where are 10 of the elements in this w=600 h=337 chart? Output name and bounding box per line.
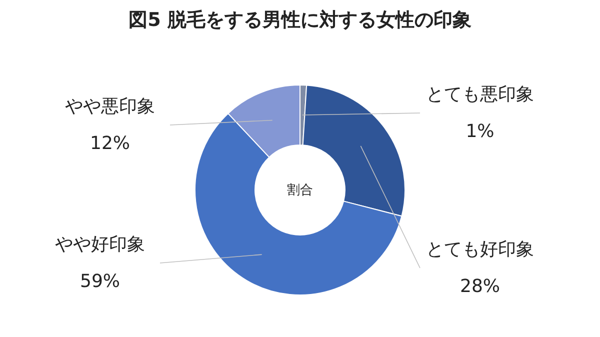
chart-title: 図5 脱毛をする男性に対する女性の印象 — [128, 9, 472, 31]
slice-label: とても悪印象 — [426, 84, 534, 105]
data-label: 59% — [80, 271, 120, 292]
slice-label: とても好印象 — [426, 239, 534, 260]
slice-label: やや好印象 — [55, 234, 145, 255]
text: 割合 — [287, 183, 313, 198]
data-label: 12% — [90, 133, 130, 154]
slice-label: やや悪印象 — [65, 96, 155, 117]
data-label: 28% — [460, 276, 500, 297]
data-label: 1% — [466, 121, 494, 142]
